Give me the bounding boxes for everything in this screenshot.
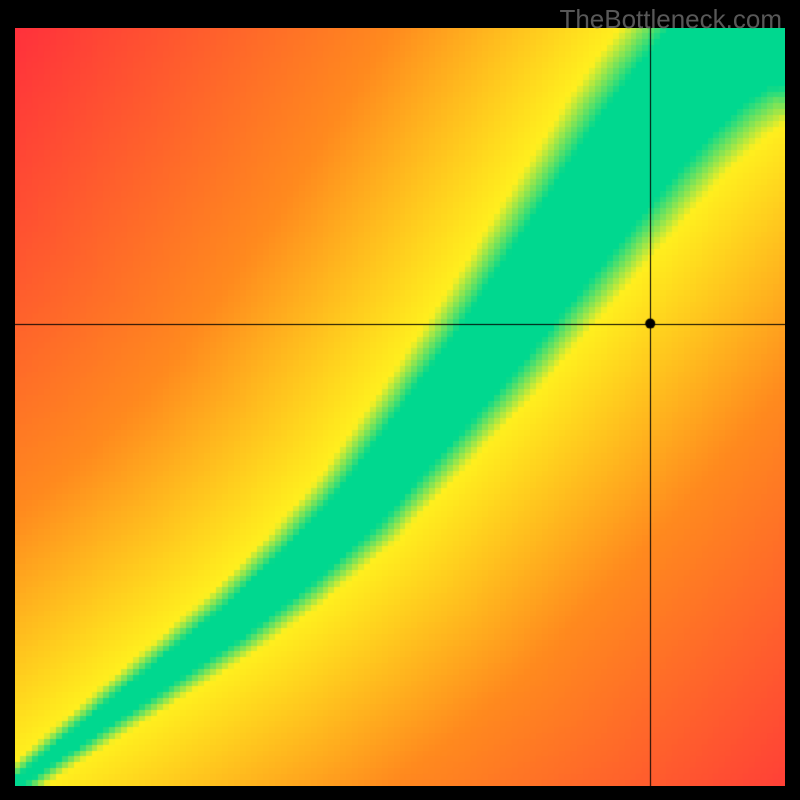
watermark-text: TheBottleneck.com bbox=[559, 4, 782, 35]
root-container: TheBottleneck.com bbox=[0, 0, 800, 800]
heatmap-plot bbox=[15, 28, 785, 786]
heatmap-canvas bbox=[15, 28, 785, 786]
